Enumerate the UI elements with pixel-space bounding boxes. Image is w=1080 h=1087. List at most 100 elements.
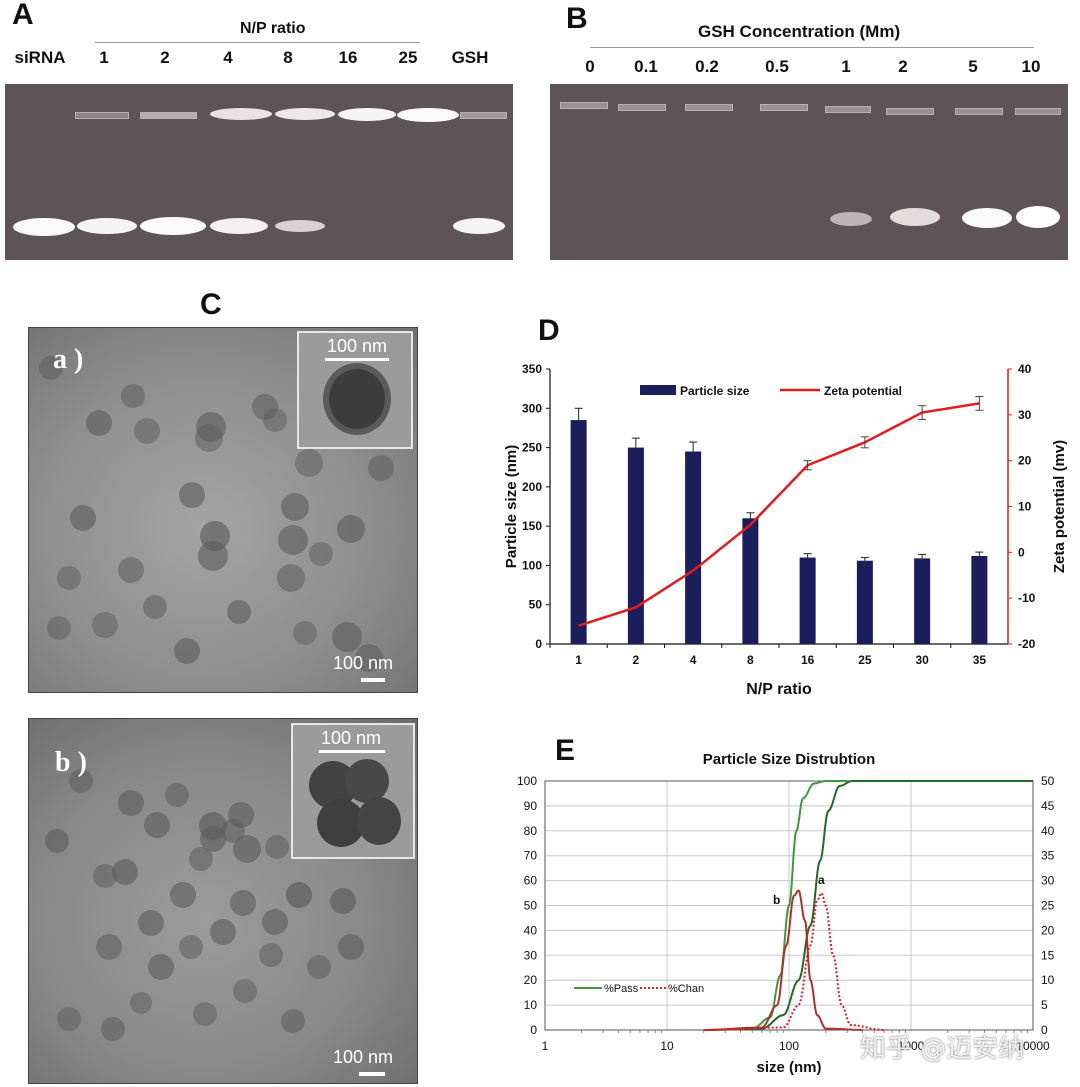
chart-d-y-tick-label: 150 (522, 519, 542, 533)
tem-b-particle (200, 826, 226, 852)
gel-a (5, 84, 513, 260)
chart-d-bar (570, 420, 587, 644)
tem-b-particle (262, 909, 288, 935)
chart-d-x-tick-label: 8 (747, 653, 754, 667)
chart-e-annotation-b: b (773, 893, 780, 907)
chart-d-x-tick-label: 30 (915, 653, 929, 667)
tem-b-label: b ) (55, 747, 87, 778)
chart-e-series-pct-chan-b (703, 889, 863, 1031)
chart-d-bar (914, 558, 931, 644)
tem-image-a: a ) 100 nm 100 nm (28, 327, 418, 693)
gel-b-lane-label: 2 (898, 57, 908, 76)
gel-a-band (210, 108, 272, 120)
gel-b-lane-label: 10 (1021, 57, 1041, 76)
tem-b-scale-bar (359, 1072, 385, 1076)
chart-d-y2-axis-label: Zeta potential (mv) (1051, 440, 1068, 573)
gel-a-band (210, 218, 268, 234)
gel-a-well (75, 112, 129, 119)
panel-b-header-rule (590, 47, 1034, 48)
chart-e-y-tick-label: 100 (517, 774, 537, 788)
tem-a-particle (198, 541, 228, 571)
chart-e-y2-tick-label: 35 (1041, 849, 1055, 863)
tem-b-inset-scale-label: 100 nm (321, 728, 382, 748)
tem-a-particle (295, 449, 323, 477)
gel-b-band (830, 212, 872, 226)
gel-b-lane-label: 1 (841, 57, 851, 76)
chart-e-title: Particle Size Distrubtion (703, 751, 876, 768)
tem-b-particle (307, 955, 331, 979)
tem-a-particle (337, 515, 365, 543)
chart-e-legend-chan-label: %Chan (668, 983, 704, 995)
tem-b-particle (170, 882, 196, 908)
chart-e-x-tick-label: 1 (542, 1039, 549, 1053)
chart-d-y2-tick-label: 40 (1018, 362, 1032, 376)
chart-e-y2-tick-label: 20 (1041, 923, 1055, 937)
gel-a-lane-label: GSH (451, 48, 489, 67)
chart-d-x-tick-label: 25 (858, 653, 872, 667)
tem-a-particle (368, 455, 394, 481)
tem-b-particle (193, 1002, 217, 1026)
chart-d-legend-bar-swatch (640, 385, 676, 395)
gel-b-band (1016, 206, 1060, 228)
chart-e-x-tick-label: 100 (779, 1039, 799, 1053)
chart-d-bar (856, 560, 873, 644)
gel-b-lane-label: 0.2 (695, 57, 719, 76)
chart-d-x-tick-label: 4 (690, 653, 697, 667)
chart-d-y2-tick-label: 30 (1018, 408, 1032, 422)
chart-d-y-tick-label: 200 (522, 480, 542, 494)
chart-e-legend-pass-label: %Pass (604, 983, 639, 995)
chart-d-y2-tick-label: 10 (1018, 500, 1032, 514)
chart-e-y2-tick-label: 30 (1041, 874, 1055, 888)
gel-b-well (825, 106, 871, 113)
tem-b-particle (338, 934, 364, 960)
chart-d-bar (685, 451, 702, 644)
chart-d-y2-tick-label: 20 (1018, 454, 1032, 468)
tem-b-inset-scale-bar (319, 750, 385, 753)
chart-d-legend-line-label: Zeta potential (824, 384, 902, 398)
tem-a-particle (332, 622, 362, 652)
tem-a-particle (39, 356, 63, 380)
chart-e-y-tick-label: 0 (530, 1023, 537, 1037)
chart-e-y2-tick-label: 40 (1041, 824, 1055, 838)
gel-b-band (962, 208, 1012, 228)
chart-d-bar (627, 447, 644, 644)
tem-a-inset-scale-label: 100 nm (327, 336, 388, 356)
tem-b-particle (281, 1009, 305, 1033)
gel-a-band (338, 108, 396, 121)
gel-a-lane-label: siRNA (14, 48, 66, 67)
gel-b-well (955, 108, 1003, 115)
gel-b-lane-label: 0.5 (765, 57, 789, 76)
tem-b-particle (265, 835, 289, 859)
gel-a-well (460, 112, 507, 119)
tem-b-particle (210, 919, 236, 945)
chart-d-y2-tick-label: 0 (1018, 545, 1025, 559)
tem-a-particle (86, 410, 112, 436)
tem-a-particle (278, 525, 308, 555)
tem-b-particle (259, 943, 283, 967)
gel-a-lane-label: 25 (398, 48, 418, 67)
chart-e-x-tick-label: 10 (660, 1039, 674, 1053)
gel-a-lane-label: 8 (283, 48, 293, 67)
chart-e-y-tick-label: 40 (524, 923, 538, 937)
gel-b-well (560, 102, 608, 109)
tem-a-particle (281, 493, 309, 521)
chart-d-x-tick-label: 35 (973, 653, 987, 667)
panel-a-letter: A (12, 0, 34, 31)
tem-a-inset: 100 nm (297, 331, 413, 449)
tem-b-particle (93, 864, 117, 888)
tem-a-particle (174, 638, 200, 664)
chart-d-y2-tick-label: -20 (1018, 637, 1036, 651)
tem-a-label: a ) (53, 344, 84, 375)
gel-a-lane-label: 1 (99, 48, 109, 67)
chart-e-y2-tick-label: 5 (1041, 998, 1048, 1012)
gel-a-lane-label: 16 (338, 48, 358, 67)
tem-b-particle (286, 882, 312, 908)
chart-e-y-tick-label: 10 (524, 998, 538, 1012)
gel-b-well (618, 104, 666, 111)
gel-a-band (397, 108, 459, 122)
tem-b-particle (179, 935, 203, 959)
panel-d-letter: D (538, 314, 560, 347)
tem-a-particle (309, 542, 333, 566)
chart-d-bar (799, 557, 816, 644)
tem-a-particle (293, 621, 317, 645)
